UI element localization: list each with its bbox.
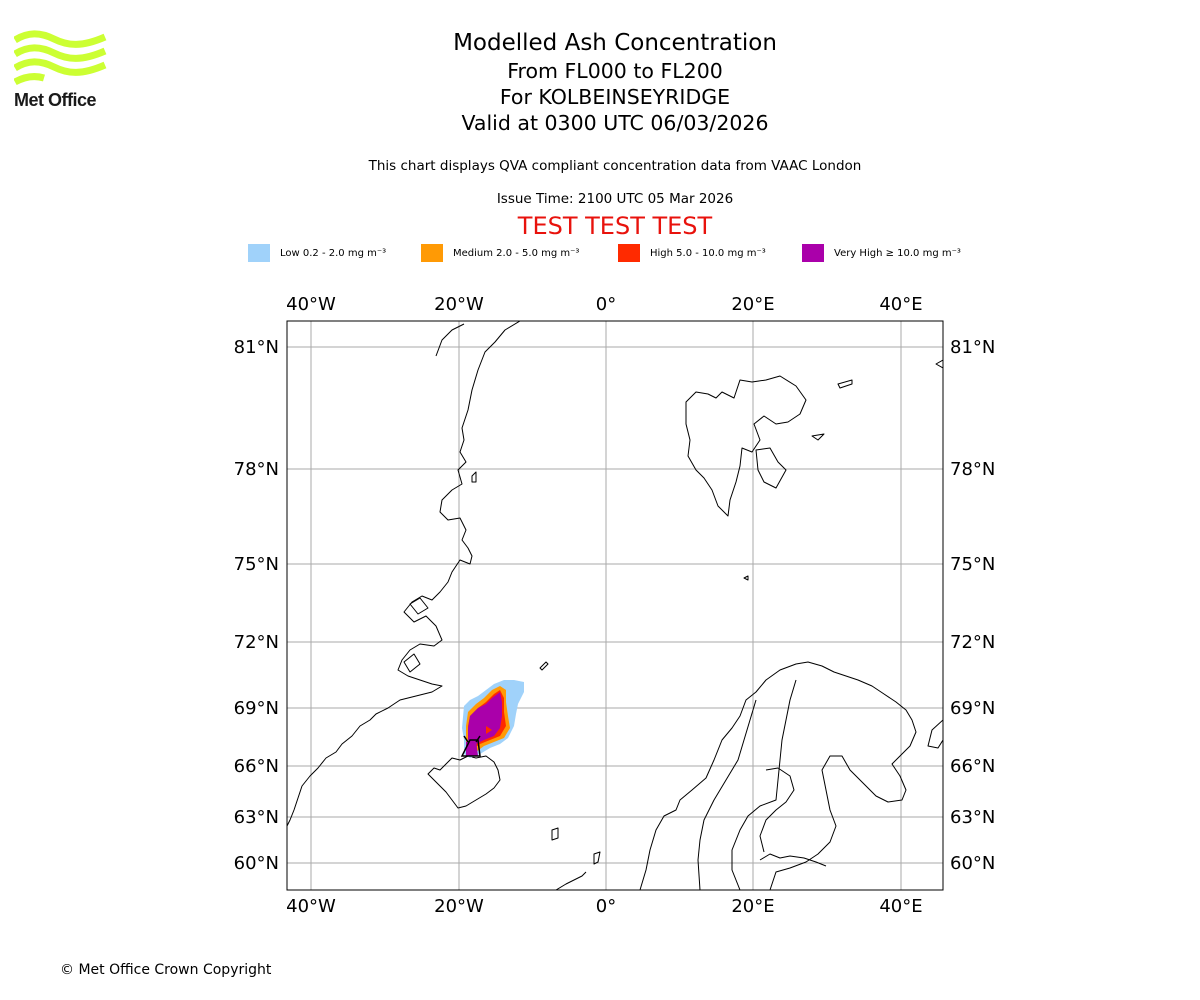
- lat-label-right-60n: 60°N: [950, 853, 995, 874]
- white-sea: [927, 719, 943, 749]
- legend-item-very-high: Very High ≥ 10.0 mg m⁻³: [802, 244, 961, 262]
- lat-label-right-63n: 63°N: [950, 807, 995, 828]
- finland-border: [731, 679, 797, 890]
- russia-arctic-island: [935, 359, 943, 369]
- greenland-coast: [287, 321, 521, 827]
- bothnia-coast: [759, 767, 795, 853]
- qva-note: This chart displays QVA compliant concen…: [368, 158, 862, 174]
- chart-title-block: Modelled Ash Concentration From FL000 to…: [415, 28, 815, 136]
- lon-label-top-40e: 40°E: [879, 294, 922, 315]
- lon-label-bottom-40w: 40°W: [286, 896, 336, 917]
- lat-label-right-81n: 81°N: [950, 337, 995, 358]
- legend-swatch-high: [618, 244, 640, 262]
- greenland-island: [471, 471, 477, 483]
- lon-label-top-0: 0°: [596, 294, 616, 315]
- lon-label-bottom-20w: 20°W: [434, 896, 484, 917]
- valid-time: Valid at 0300 UTC 06/03/2026: [461, 111, 769, 135]
- legend-swatch-very-high: [802, 244, 824, 262]
- legend-item-medium: Medium 2.0 - 5.0 mg m⁻³: [421, 244, 579, 262]
- lat-label-right-75n: 75°N: [950, 554, 995, 575]
- shetland: [593, 851, 601, 865]
- volcano-name: For KOLBEINSEYRIDGE: [499, 85, 731, 109]
- lon-label-bottom-40e: 40°E: [879, 896, 922, 917]
- map-border: [286, 320, 944, 891]
- gridlines: [287, 321, 943, 890]
- legend-label-high: High 5.0 - 10.0 mg m⁻³: [650, 247, 766, 259]
- jan-mayen: [539, 661, 549, 671]
- svalbard-east: [755, 447, 787, 489]
- sweden-norway-border: [697, 699, 757, 890]
- lat-label-right-66n: 66°N: [950, 756, 995, 777]
- lon-label-top-20w: 20°W: [434, 294, 484, 315]
- lat-label-left-63n: 63°N: [234, 807, 279, 828]
- scandinavia-coast: [639, 661, 917, 890]
- met-office-logo: Met Office: [13, 30, 109, 112]
- lat-label-left-81n: 81°N: [234, 337, 279, 358]
- logo-text: Met Office: [14, 90, 97, 110]
- faroe-islands: [551, 827, 559, 841]
- ash-high-core: [486, 726, 492, 734]
- lat-label-left-60n: 60°N: [234, 853, 279, 874]
- lat-label-right-72n: 72°N: [950, 632, 995, 653]
- flight-levels: From FL000 to FL200: [507, 59, 723, 83]
- lat-label-right-69n: 69°N: [950, 698, 995, 719]
- legend-label-very-high: Very High ≥ 10.0 mg m⁻³: [834, 247, 961, 259]
- lat-label-right-78n: 78°N: [950, 459, 995, 480]
- ash-very-high-tail: [466, 740, 478, 756]
- lat-label-left-78n: 78°N: [234, 459, 279, 480]
- bear-island: [743, 575, 749, 581]
- lon-label-bottom-0: 0°: [596, 896, 616, 917]
- greenland-inlet: [435, 323, 465, 357]
- ash-very-high: [468, 692, 502, 748]
- svalbard-coast: [685, 375, 807, 517]
- met-office-waves-icon: [13, 30, 107, 86]
- legend-swatch-low: [248, 244, 270, 262]
- baltic-coast: [759, 853, 827, 867]
- ash-plume: [462, 680, 524, 758]
- legend-swatch-medium: [421, 244, 443, 262]
- svalbard-islet: [811, 433, 825, 441]
- lat-label-left-75n: 75°N: [234, 554, 279, 575]
- kvitoya: [837, 379, 853, 389]
- legend-item-low: Low 0.2 - 2.0 mg m⁻³: [248, 244, 386, 262]
- lat-label-left-72n: 72°N: [234, 632, 279, 653]
- greenland-fjord: [409, 597, 429, 615]
- scotland-coast: [555, 871, 587, 890]
- legend-label-medium: Medium 2.0 - 5.0 mg m⁻³: [453, 247, 580, 259]
- test-banner: TEST TEST TEST: [517, 212, 713, 240]
- map-frame: [287, 321, 943, 890]
- volcano-marker-icon: [460, 735, 481, 757]
- lon-label-top-20e: 20°E: [731, 294, 774, 315]
- lat-label-left-69n: 69°N: [234, 698, 279, 719]
- lon-label-bottom-20e: 20°E: [731, 896, 774, 917]
- lat-label-left-66n: 66°N: [234, 756, 279, 777]
- chart-title: Modelled Ash Concentration: [453, 30, 777, 56]
- legend-label-low: Low 0.2 - 2.0 mg m⁻³: [280, 247, 387, 259]
- lon-label-top-40w: 40°W: [286, 294, 336, 315]
- coastlines: [287, 321, 943, 890]
- copyright: © Met Office Crown Copyright: [60, 962, 272, 978]
- issue-time: Issue Time: 2100 UTC 05 Mar 2026: [496, 191, 734, 207]
- greenland-fjord-2: [403, 653, 421, 673]
- legend-item-high: High 5.0 - 10.0 mg m⁻³: [618, 244, 766, 262]
